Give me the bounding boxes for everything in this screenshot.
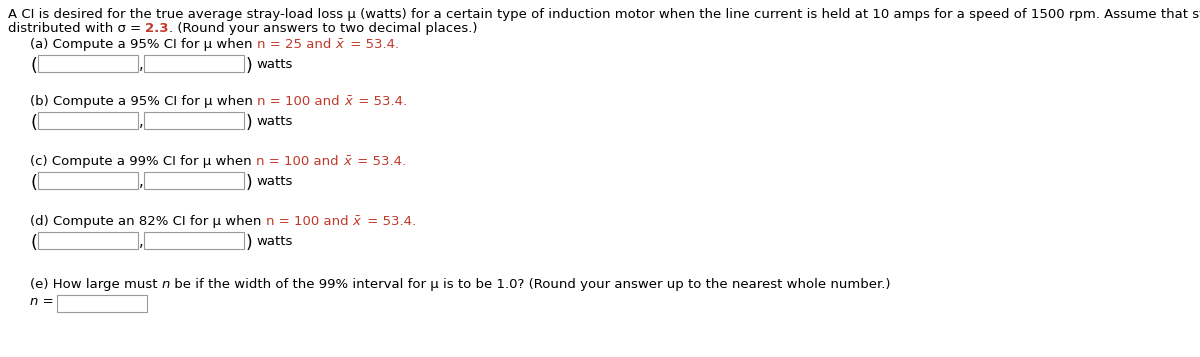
Text: n = 100 and: n = 100 and — [256, 155, 343, 168]
Text: watts: watts — [256, 58, 293, 71]
FancyBboxPatch shape — [144, 172, 245, 189]
Text: n = 100 and: n = 100 and — [265, 215, 353, 228]
FancyBboxPatch shape — [37, 112, 138, 129]
Text: . (Round your answers to two decimal places.): . (Round your answers to two decimal pla… — [169, 22, 478, 35]
Text: (a) Compute a 95% CI for μ when: (a) Compute a 95% CI for μ when — [30, 38, 257, 51]
Text: (: ( — [30, 114, 37, 132]
FancyBboxPatch shape — [144, 112, 245, 129]
Text: = 53.4.: = 53.4. — [353, 155, 406, 168]
Text: ): ) — [245, 174, 252, 192]
Text: $\bar{x}$: $\bar{x}$ — [344, 95, 354, 109]
Text: $\bar{x}$: $\bar{x}$ — [343, 155, 353, 169]
Text: 2.3: 2.3 — [145, 22, 169, 35]
FancyBboxPatch shape — [37, 172, 138, 189]
Text: be if the width of the 99% interval for μ is to be 1.0? (Round your answer up to: be if the width of the 99% interval for … — [170, 278, 890, 291]
Text: A CI is desired for the true average stray-load loss μ (watts) for a certain typ: A CI is desired for the true average str… — [8, 8, 1200, 21]
Text: ,: , — [139, 234, 143, 249]
Text: ,: , — [139, 114, 143, 129]
Text: (: ( — [30, 234, 37, 252]
Text: ,: , — [139, 174, 143, 189]
Text: (c) Compute a 99% CI for μ when: (c) Compute a 99% CI for μ when — [30, 155, 256, 168]
Text: ,: , — [139, 57, 143, 72]
FancyBboxPatch shape — [37, 232, 138, 249]
Text: watts: watts — [256, 175, 293, 188]
Text: distributed with σ =: distributed with σ = — [8, 22, 145, 35]
Text: $\bar{x}$: $\bar{x}$ — [335, 38, 346, 52]
Text: (b) Compute a 95% CI for μ when: (b) Compute a 95% CI for μ when — [30, 95, 257, 108]
Text: = 53.4.: = 53.4. — [362, 215, 416, 228]
Text: (: ( — [30, 57, 37, 75]
Text: n =: n = — [30, 295, 54, 308]
FancyBboxPatch shape — [144, 55, 245, 72]
Text: ): ) — [245, 114, 252, 132]
Text: ): ) — [245, 234, 252, 252]
FancyBboxPatch shape — [144, 232, 245, 249]
Text: $\bar{x}$: $\bar{x}$ — [353, 215, 362, 228]
FancyBboxPatch shape — [37, 55, 138, 72]
Text: = 53.4.: = 53.4. — [346, 38, 398, 51]
FancyBboxPatch shape — [56, 295, 146, 312]
Text: = 53.4.: = 53.4. — [354, 95, 408, 108]
Text: n: n — [162, 278, 170, 291]
Text: (: ( — [30, 174, 37, 192]
Text: (d) Compute an 82% CI for μ when: (d) Compute an 82% CI for μ when — [30, 215, 265, 228]
Text: n = 100 and: n = 100 and — [257, 95, 344, 108]
Text: ): ) — [245, 57, 252, 75]
Text: (e) How large must: (e) How large must — [30, 278, 162, 291]
Text: n = 25 and: n = 25 and — [257, 38, 335, 51]
Text: watts: watts — [256, 235, 293, 248]
Text: watts: watts — [256, 115, 293, 128]
